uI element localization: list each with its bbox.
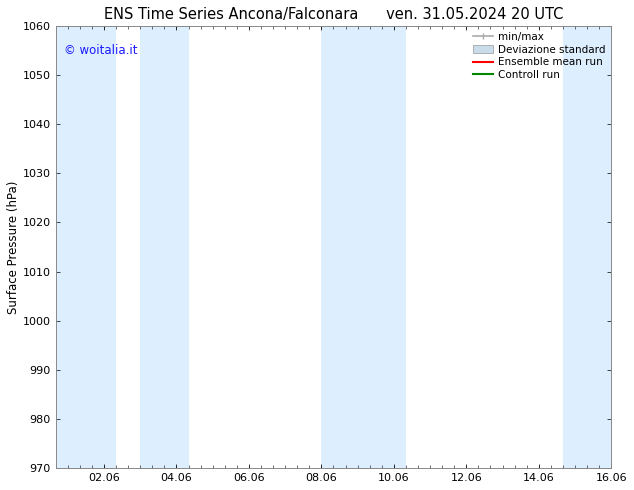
- Y-axis label: Surface Pressure (hPa): Surface Pressure (hPa): [7, 180, 20, 314]
- Legend: min/max, Deviazione standard, Ensemble mean run, Controll run: min/max, Deviazione standard, Ensemble m…: [469, 29, 608, 83]
- Title: ENS Time Series Ancona/Falconara      ven. 31.05.2024 20 UTC: ENS Time Series Ancona/Falconara ven. 31…: [104, 7, 563, 22]
- Bar: [563, 26, 611, 468]
- Bar: [140, 26, 188, 468]
- Text: © woitalia.it: © woitalia.it: [64, 44, 138, 56]
- Bar: [321, 26, 406, 468]
- Bar: [56, 26, 116, 468]
